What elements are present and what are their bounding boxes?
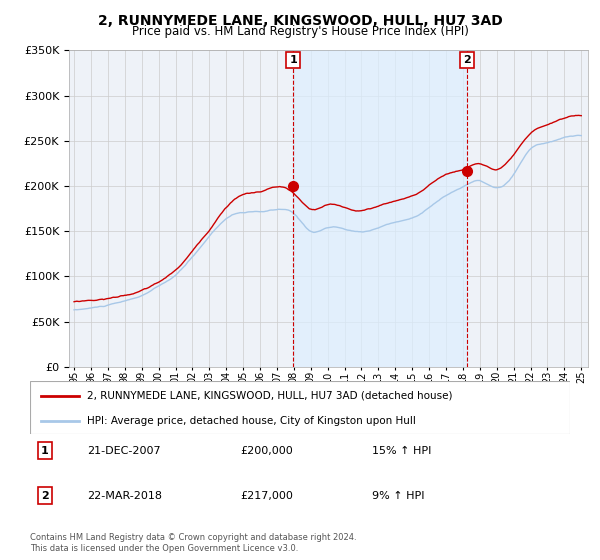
Text: 2, RUNNYMEDE LANE, KINGSWOOD, HULL, HU7 3AD (detached house): 2, RUNNYMEDE LANE, KINGSWOOD, HULL, HU7 … xyxy=(86,391,452,401)
Text: 15% ↑ HPI: 15% ↑ HPI xyxy=(372,446,431,456)
FancyBboxPatch shape xyxy=(30,381,570,434)
Text: 2: 2 xyxy=(41,491,49,501)
Text: 2, RUNNYMEDE LANE, KINGSWOOD, HULL, HU7 3AD: 2, RUNNYMEDE LANE, KINGSWOOD, HULL, HU7 … xyxy=(98,14,502,28)
Text: 22-MAR-2018: 22-MAR-2018 xyxy=(87,491,162,501)
Text: HPI: Average price, detached house, City of Kingston upon Hull: HPI: Average price, detached house, City… xyxy=(86,416,416,426)
Text: Contains HM Land Registry data © Crown copyright and database right 2024.
This d: Contains HM Land Registry data © Crown c… xyxy=(30,533,356,553)
Bar xyxy=(293,50,467,367)
Text: 1: 1 xyxy=(289,55,297,65)
Text: 21-DEC-2007: 21-DEC-2007 xyxy=(87,446,161,456)
Text: Price paid vs. HM Land Registry's House Price Index (HPI): Price paid vs. HM Land Registry's House … xyxy=(131,25,469,38)
Text: 2: 2 xyxy=(463,55,470,65)
Text: £200,000: £200,000 xyxy=(240,446,293,456)
Text: 1: 1 xyxy=(41,446,49,456)
Text: £217,000: £217,000 xyxy=(240,491,293,501)
Text: 9% ↑ HPI: 9% ↑ HPI xyxy=(372,491,425,501)
